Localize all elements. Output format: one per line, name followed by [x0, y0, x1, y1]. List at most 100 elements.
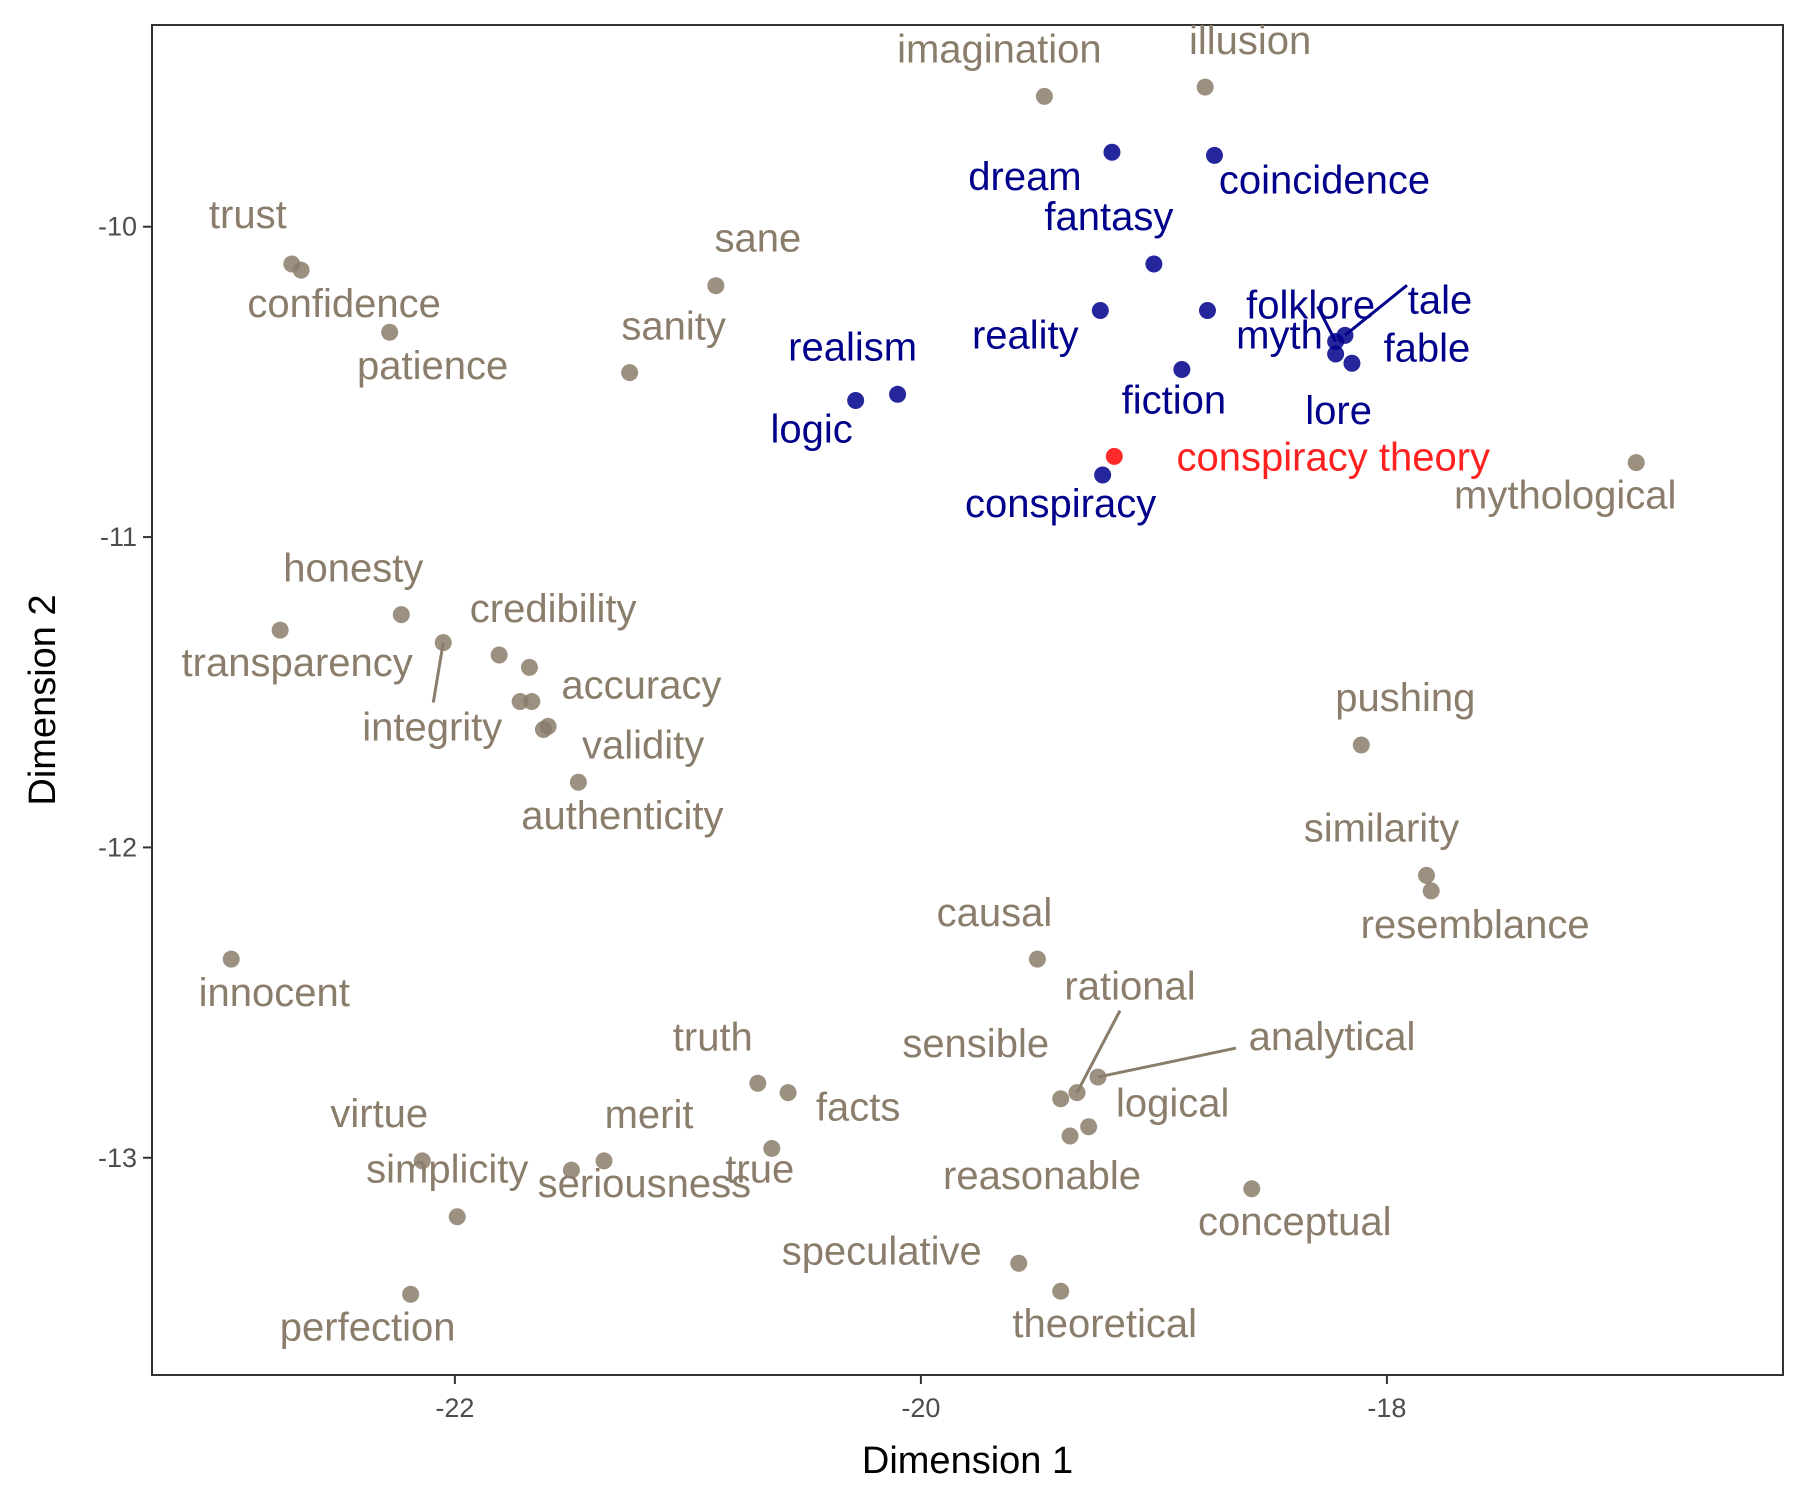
point-unlabeled-52 — [534, 720, 552, 738]
x-tick-label: -20 — [901, 1393, 940, 1423]
point-unlabeled-51 — [523, 693, 541, 711]
point-rational — [1068, 1084, 1086, 1102]
point-dream — [1103, 143, 1121, 161]
axis-ticks: -22 -20 -18 -10 -11 -12 -13 — [98, 212, 1406, 1423]
point-seriousness — [562, 1161, 580, 1179]
label-mythological: mythological — [1454, 474, 1676, 518]
label-imagination: imagination — [897, 27, 1102, 71]
label-logic: logic — [771, 408, 853, 452]
label-seriousness: seriousness — [538, 1162, 751, 1206]
point-transparency — [271, 621, 289, 639]
point-fable — [1343, 354, 1361, 372]
point-authenticity — [569, 773, 587, 791]
leader-line-tale — [1344, 284, 1408, 337]
x-tick-label: -22 — [435, 1393, 474, 1423]
point-logic — [847, 392, 865, 410]
data-points — [222, 78, 1645, 1303]
point-confidence — [292, 261, 310, 279]
label-resemblance: resemblance — [1361, 903, 1590, 947]
point-honesty — [392, 606, 410, 624]
label-virtue: virtue — [330, 1092, 428, 1136]
label-realism: realism — [788, 325, 917, 369]
y-axis-title: Dimension 2 — [22, 594, 64, 805]
label-illusion: illusion — [1189, 19, 1311, 63]
label-patience: patience — [357, 344, 508, 388]
label-fantasy: fantasy — [1044, 195, 1173, 239]
label-transparency: transparency — [182, 641, 413, 685]
label-innocent: innocent — [199, 971, 350, 1015]
leader-line-rational — [1075, 1009, 1122, 1094]
point-coincidence — [1205, 146, 1223, 164]
label-analytical: analytical — [1249, 1015, 1416, 1059]
point-causal — [1028, 950, 1046, 968]
label-folklore: folklore — [1246, 284, 1375, 328]
label-similarity: similarity — [1304, 806, 1460, 850]
label-myth: myth — [1236, 314, 1323, 358]
label-validity: validity — [582, 723, 704, 767]
point-similarity — [1418, 866, 1436, 884]
label-truth: truth — [673, 1015, 753, 1059]
label-simplicity: simplicity — [366, 1148, 528, 1192]
point-analytical — [1089, 1068, 1107, 1086]
point-speculative — [1010, 1254, 1028, 1272]
label-sensible: sensible — [902, 1022, 1049, 1066]
point-resemblance — [1422, 882, 1440, 900]
label-trust: trust — [209, 193, 287, 237]
label-credibility: credibility — [470, 587, 637, 631]
label-conspiracy: conspiracy — [965, 482, 1156, 526]
label-coincidence: coincidence — [1219, 158, 1430, 202]
label-causal: causal — [937, 891, 1053, 935]
point-simplicity — [448, 1208, 466, 1226]
point-conspiracy-theory — [1105, 447, 1123, 465]
y-tick-label: -10 — [98, 212, 137, 242]
point-reality — [1091, 302, 1109, 320]
label-true: true — [725, 1147, 794, 1191]
label-sanity: sanity — [621, 305, 726, 349]
point-truth — [749, 1074, 767, 1092]
point-logical — [1080, 1118, 1098, 1136]
point-pushing — [1352, 736, 1370, 754]
plot-panel — [151, 24, 1784, 1376]
point-merit — [595, 1152, 613, 1170]
point-conspiracy — [1094, 466, 1112, 484]
point-credibility — [490, 646, 508, 664]
point-realism — [889, 385, 907, 403]
point-reasonable — [1061, 1127, 1079, 1145]
label-sane: sane — [714, 217, 801, 261]
y-tick-label: -13 — [98, 1143, 137, 1173]
label-logical: logical — [1116, 1082, 1229, 1126]
leader-line-analytical — [1097, 1046, 1237, 1079]
point-unlabeled-50 — [511, 693, 529, 711]
point-innocent — [222, 950, 240, 968]
label-confidence: confidence — [247, 282, 440, 326]
point-sensible — [1052, 1090, 1070, 1108]
label-tale: tale — [1408, 278, 1473, 322]
point-myth — [1198, 302, 1216, 320]
label-integrity: integrity — [362, 706, 502, 750]
label-pushing: pushing — [1335, 676, 1475, 720]
point-conceptual — [1243, 1180, 1261, 1198]
point-illusion — [1196, 78, 1214, 96]
label-fiction: fiction — [1122, 378, 1227, 422]
point-facts — [779, 1084, 797, 1102]
label-facts: facts — [816, 1086, 900, 1130]
label-reality: reality — [972, 314, 1079, 358]
point-sane — [707, 277, 725, 295]
label-conspiracy-theory: conspiracy theory — [1177, 435, 1490, 479]
point-labels: imagination illusion dream coincidence fanta… — [182, 19, 1677, 1349]
leader-line-integrity — [431, 642, 445, 703]
label-authenticity: authenticity — [521, 794, 723, 838]
label-speculative: speculative — [782, 1229, 982, 1273]
label-conceptual: conceptual — [1198, 1200, 1391, 1244]
label-reasonable: reasonable — [943, 1154, 1141, 1198]
point-theoretical — [1052, 1282, 1070, 1300]
point-fantasy — [1145, 255, 1163, 273]
point-imagination — [1035, 87, 1053, 105]
label-merit: merit — [605, 1093, 694, 1137]
y-tick-label: -11 — [100, 522, 137, 552]
label-perfection: perfection — [280, 1305, 456, 1349]
x-tick-label: -18 — [1367, 1393, 1406, 1423]
point-patience — [381, 323, 399, 341]
